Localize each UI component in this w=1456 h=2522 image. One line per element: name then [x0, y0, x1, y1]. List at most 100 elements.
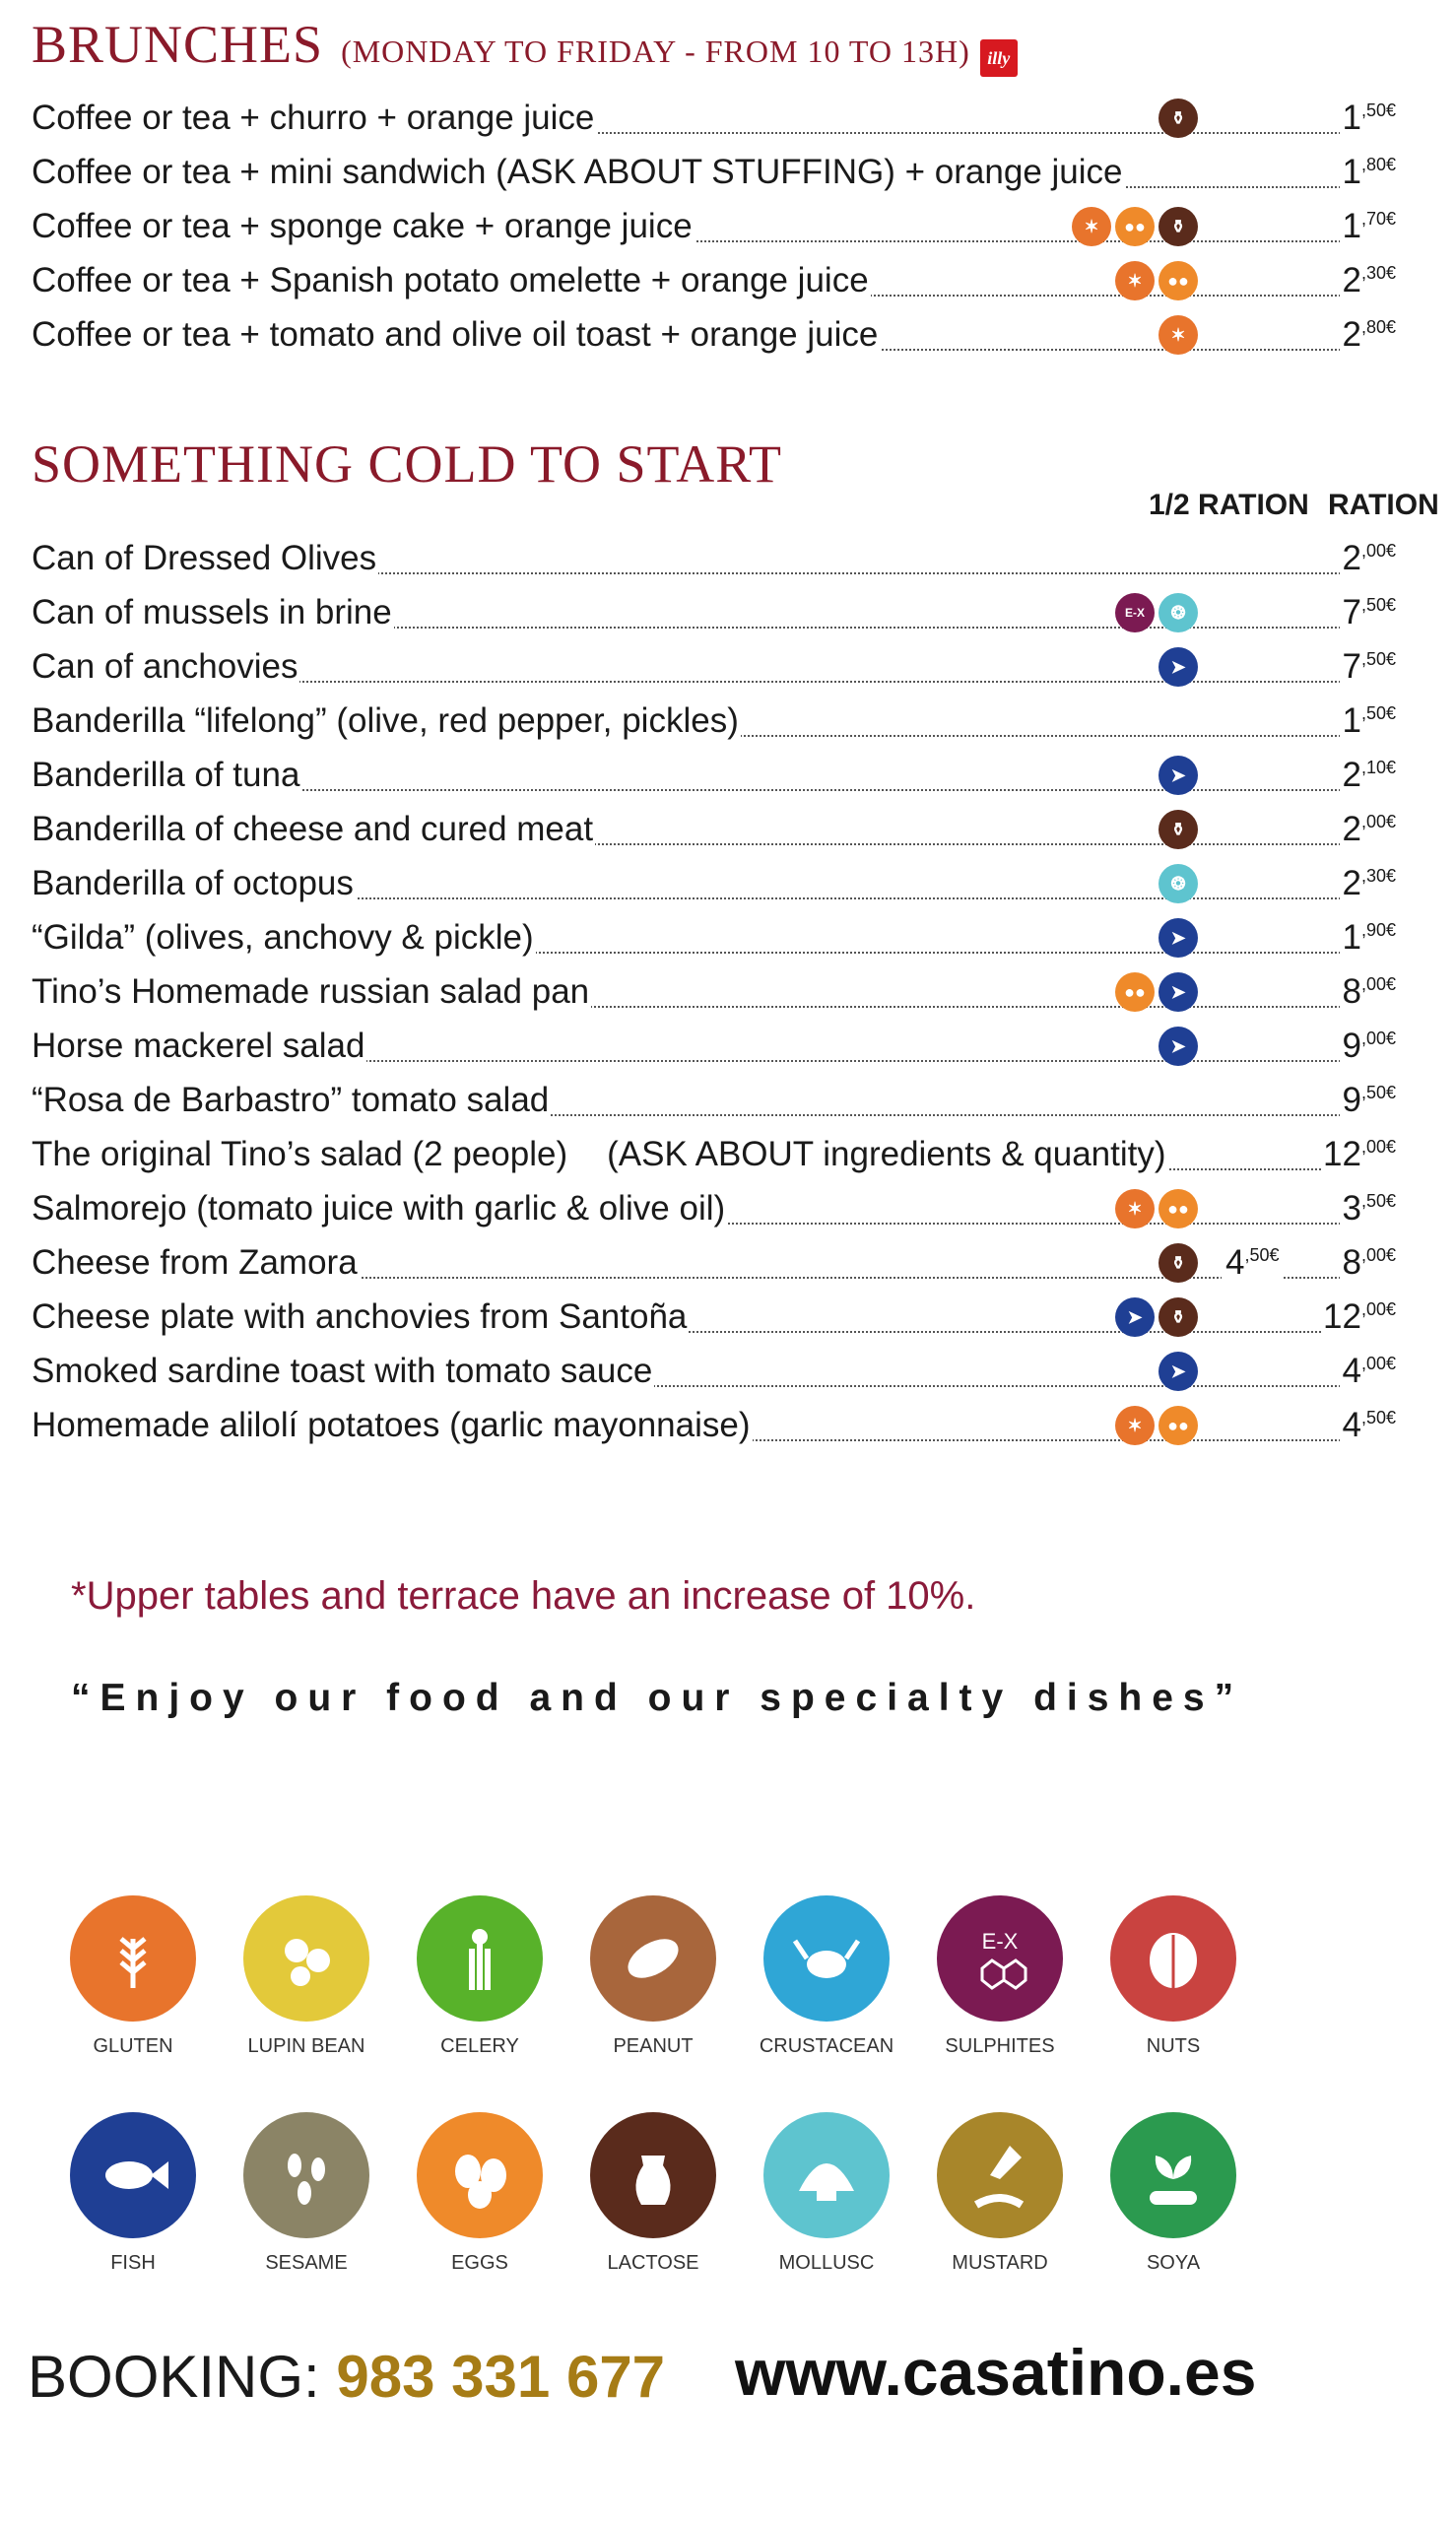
item-price: 1,90€ — [1340, 918, 1396, 958]
website-link[interactable]: www.casatino.es — [735, 2336, 1257, 2409]
item-price: 2,10€ — [1340, 756, 1396, 795]
price-units: 12 — [1323, 1135, 1361, 1173]
fish-icon: ➤ — [1115, 1297, 1155, 1337]
item-name: Coffee or tea + churro + orange juice — [32, 99, 597, 138]
price-cents: ,00€ — [1360, 1137, 1396, 1157]
sesame-icon — [243, 2112, 369, 2238]
price-cents: ,30€ — [1360, 866, 1396, 886]
item-price: 4,00€ — [1340, 1352, 1396, 1391]
menu-item: The original Tino’s salad (2 people) (ASK… — [32, 1129, 1396, 1180]
price-units: 1 — [1342, 153, 1361, 191]
price-units: 2 — [1342, 539, 1361, 577]
menu-item: Coffee or tea + Spanish potato omelette … — [32, 255, 1396, 306]
legend-label: MUSTARD — [952, 2252, 1048, 2274]
allergen-icons: ➤ — [1158, 756, 1202, 795]
legend-label: SULPHITES — [945, 2035, 1055, 2057]
legend-label: SOYA — [1146, 2252, 1201, 2274]
legend-eggs: EGGS — [396, 2112, 563, 2275]
item-price: 9,00€ — [1340, 1027, 1396, 1066]
price-cents: ,70€ — [1360, 209, 1396, 229]
item-name: Coffee or tea + Spanish potato omelette … — [32, 261, 871, 300]
price-cents: ,50€ — [1360, 1408, 1396, 1427]
price-cents: ,00€ — [1360, 1029, 1396, 1048]
booking-phone[interactable]: 983 331 677 — [336, 2344, 666, 2410]
dotted-leader — [32, 789, 1357, 791]
ration-header: RATION — [1328, 489, 1439, 521]
menu-item: “Gilda” (olives, anchovy & pickle) ➤ 1,90€ — [32, 912, 1396, 963]
lupin-icon — [243, 1895, 369, 2022]
item-price: 4,50€ — [1340, 1406, 1396, 1445]
item-name: Can of Dressed Olives — [32, 539, 379, 578]
price-units: 1 — [1342, 701, 1361, 740]
legend-label: LUPIN BEAN — [247, 2035, 365, 2057]
menu-item: Can of mussels in brine E-X ❂ 7,50€ — [32, 587, 1396, 638]
price-units: 4 — [1342, 1406, 1361, 1444]
dotted-leader — [32, 843, 1357, 845]
item-name: Coffee or tea + sponge cake + orange jui… — [32, 207, 695, 246]
brunches-title: BRUNCHES — [32, 15, 324, 74]
menu-item: “Rosa de Barbastro” tomato salad 9,50€ — [32, 1075, 1396, 1126]
allergen-icons: ➤ — [1158, 1027, 1202, 1066]
half-price-cents: ,50€ — [1244, 1245, 1280, 1265]
menu-item: Salmorejo (tomato juice with garlic & ol… — [32, 1183, 1396, 1234]
menu-item: Coffee or tea + sponge cake + orange jui… — [32, 201, 1396, 252]
item-price: 9,50€ — [1340, 1081, 1396, 1120]
price-cents: ,80€ — [1360, 155, 1396, 174]
legend-label: MOLLUSC — [778, 2252, 875, 2274]
legend-soya: SOYA — [1090, 2112, 1257, 2275]
lactose-icon: ⚱ — [1158, 1243, 1198, 1283]
gluten-icon: ✶ — [1158, 315, 1198, 355]
menu-item: Homemade alilolí potatoes (garlic mayonn… — [32, 1400, 1396, 1451]
price-cents: ,00€ — [1360, 1354, 1396, 1373]
item-name: Banderilla of cheese and cured meat — [32, 810, 596, 849]
cold-title-block: SOMETHING COLD TO START — [32, 433, 782, 495]
item-name: Homemade alilolí potatoes (garlic mayonn… — [32, 1406, 753, 1445]
gluten-icon: ✶ — [1115, 1189, 1155, 1228]
eggs-icon — [417, 2112, 543, 2238]
gluten-icon: ✶ — [1115, 261, 1155, 300]
item-price: 1,80€ — [1340, 153, 1396, 192]
fish-icon: ➤ — [1158, 647, 1198, 687]
price-cents: ,80€ — [1360, 317, 1396, 337]
price-cents: ,50€ — [1360, 1083, 1396, 1102]
price-units: 2 — [1342, 315, 1361, 354]
price-units: 7 — [1342, 593, 1361, 631]
item-name: The original Tino’s salad (2 people) (ASK… — [32, 1135, 1168, 1174]
menu-item: Can of Dressed Olives 2,00€ — [32, 533, 1396, 584]
menu-item: Coffee or tea + mini sandwich (ASK ABOUT… — [32, 147, 1396, 198]
item-name: Banderilla of tuna — [32, 756, 302, 795]
item-price: 2,80€ — [1340, 315, 1396, 355]
legend-label: PEANUT — [613, 2035, 694, 2057]
fish-icon — [70, 2112, 196, 2238]
fish-icon: ➤ — [1158, 1027, 1198, 1066]
item-name: Cheese plate with anchovies from Santoña — [32, 1297, 690, 1337]
price-units: 9 — [1342, 1081, 1361, 1119]
price-units: 2 — [1342, 864, 1361, 902]
legend-label: CELERY — [440, 2035, 519, 2057]
price-cents: ,00€ — [1360, 1245, 1396, 1265]
item-name: “Rosa de Barbastro” tomato salad — [32, 1081, 552, 1120]
nuts-icon — [1110, 1895, 1236, 2022]
legend-celery: CELERY — [396, 1895, 563, 2058]
mollusc-icon: ❂ — [1158, 593, 1198, 632]
legend-peanut: PEANUT — [569, 1895, 737, 2058]
dotted-leader — [32, 132, 1357, 134]
fish-icon: ➤ — [1158, 756, 1198, 795]
allergen-icons: ➤ — [1158, 1352, 1202, 1391]
dotted-leader — [32, 572, 1357, 574]
allergen-icons: ❂ — [1158, 864, 1202, 903]
gluten-icon: ✶ — [1072, 207, 1111, 246]
crustacean-icon — [763, 1895, 890, 2022]
sulphites-icon: E-X — [937, 1895, 1063, 2022]
svg-text:E-X: E-X — [982, 1929, 1019, 1954]
price-units: 4 — [1342, 1352, 1361, 1390]
menu-item: Cheese from Zamora ⚱ 4,50€ 8,00€ — [32, 1237, 1396, 1289]
booking-label: BOOKING: — [28, 2344, 320, 2410]
item-price: 8,00€ — [1340, 972, 1396, 1012]
item-name: Cheese from Zamora — [32, 1243, 360, 1283]
legend-label: SESAME — [265, 2252, 348, 2274]
eggs-icon: ●● — [1158, 261, 1198, 300]
cold-title: SOMETHING COLD TO START — [32, 434, 782, 494]
price-units: 1 — [1342, 918, 1361, 957]
price-cents: ,30€ — [1360, 263, 1396, 283]
